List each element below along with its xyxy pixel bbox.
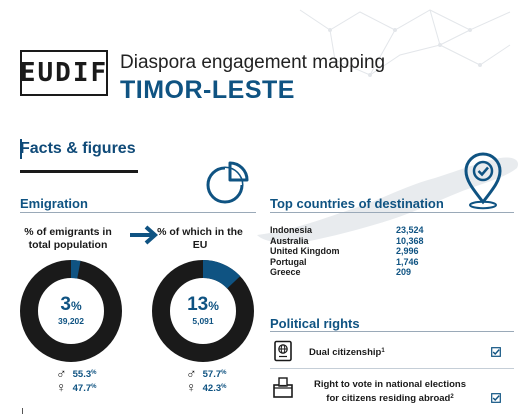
location-pin-check-icon	[464, 152, 502, 210]
eu-share-pct-sign: %	[208, 299, 219, 313]
female-symbol-icon: ♀	[56, 379, 67, 395]
facts-heading-marker	[20, 139, 22, 159]
table-row: Greece 209	[270, 267, 456, 278]
destination-value: 10,368	[396, 235, 424, 246]
destination-value: 209	[396, 267, 412, 277]
male-symbol-icon: ♂	[56, 365, 67, 381]
emigrants-male-pct: 55.3	[72, 369, 92, 380]
emigrants-share-pct-sign: %	[70, 299, 82, 313]
emigrants-share-value: 3% 39,202	[18, 294, 124, 327]
eu-share-pct: 13	[187, 294, 209, 315]
vote-abroad-text: Right to vote in national elections for …	[313, 379, 466, 404]
checkbox-checked-icon	[491, 347, 501, 357]
male-symbol-icon: ♂	[186, 365, 197, 381]
eu-share-label: % of which in the EU	[157, 226, 243, 251]
female-symbol-icon: ♀	[186, 379, 197, 395]
eu-female-pct: 42.3	[202, 383, 222, 394]
emigration-heading: Emigration	[20, 196, 88, 211]
vote-abroad-footnote: 2	[450, 394, 454, 400]
destination-country: Greece	[270, 267, 301, 277]
passport-icon	[274, 340, 292, 362]
eu-emigrants-count: 5,091	[192, 316, 214, 326]
emigrants-count: 39,202	[58, 316, 84, 326]
dual-citizenship-footnote: 1	[381, 348, 385, 354]
destination-value: 1,746	[396, 256, 419, 267]
dual-citizenship-text: Dual citizenship	[309, 347, 382, 358]
arrow-right-icon	[130, 225, 159, 245]
political-rights-divider	[270, 368, 514, 369]
emigrants-gender-split: ♂ 55.3% ♀ 47.7%	[56, 365, 97, 395]
eu-share-value: 13% 5,091	[150, 294, 256, 327]
timor-leste-map-silhouette	[257, 157, 519, 243]
page-corner-mark	[22, 408, 28, 414]
eu-share-donut	[152, 260, 254, 362]
checkbox-checked-icon	[491, 393, 501, 403]
table-row: Australia 10,368	[270, 236, 456, 247]
eu-gender-split: ♂ 57.7% ♀ 42.3%	[186, 365, 227, 395]
destinations-table: Indonesia 23,524 Australia 10,368 United K…	[270, 225, 456, 278]
destination-value: 2,996	[396, 246, 419, 256]
table-row: Portugal 1,746	[270, 257, 456, 268]
eudif-logo: EUDIF	[20, 50, 108, 96]
emigrants-female-pct: 47.7	[72, 383, 92, 394]
emigrants-female-unit: %	[91, 384, 97, 390]
pie-chart-icon	[206, 161, 249, 204]
political-rights-rule	[270, 331, 514, 332]
eu-male-pct: 57.7	[202, 369, 222, 380]
country-title: TIMOR-LESTE	[120, 76, 295, 104]
eu-share-arc	[152, 260, 254, 362]
eu-male-unit: %	[221, 370, 227, 376]
facts-underline	[20, 170, 138, 173]
emigrants-male-unit: %	[91, 370, 97, 376]
emigrants-share-pct: 3	[60, 294, 71, 315]
destinations-rule	[270, 212, 514, 213]
emigration-rule	[20, 212, 256, 213]
destination-country: Indonesia	[270, 225, 313, 235]
vote-abroad-label: Right to vote in national elections for …	[312, 379, 468, 405]
dual-citizenship-label: Dual citizenship1	[309, 345, 385, 359]
emigrants-share-donut	[20, 260, 122, 362]
facts-heading: Facts & figures	[20, 140, 136, 157]
emigrants-share-label: % of emigrants in total population	[24, 226, 112, 251]
ballot-box-icon	[273, 377, 293, 398]
eu-female-unit: %	[221, 384, 227, 390]
political-rights-heading: Political rights	[270, 316, 360, 331]
emigrants-share-arc	[20, 260, 122, 362]
destination-value: 23,524	[396, 225, 424, 235]
destination-country: Australia	[270, 235, 309, 246]
table-row: Indonesia 23,524	[270, 225, 456, 236]
destinations-heading: Top countries of destination	[270, 196, 444, 211]
table-row: United Kingdom 2,996	[270, 246, 456, 257]
destination-country: United Kingdom	[270, 246, 340, 256]
page-title: Diaspora engagement mapping	[120, 52, 386, 73]
destination-country: Portugal	[270, 256, 307, 267]
